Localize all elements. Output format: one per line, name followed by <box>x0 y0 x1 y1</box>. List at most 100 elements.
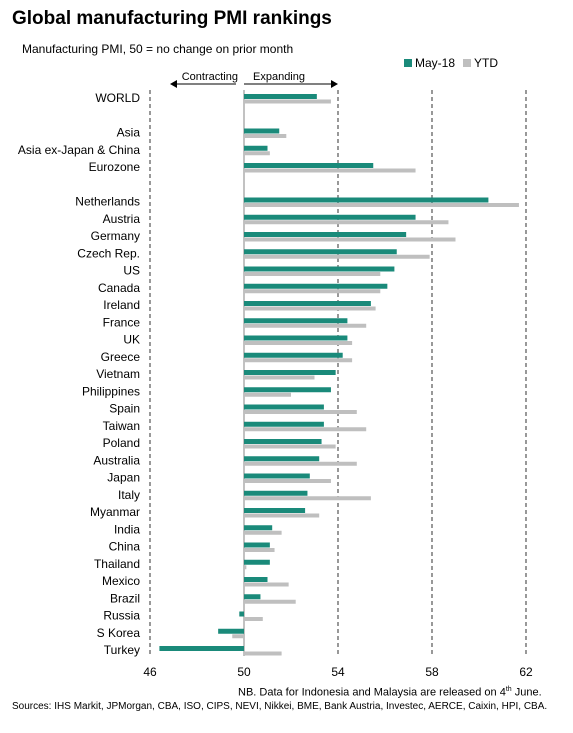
bar-ytd <box>244 306 376 311</box>
bar-ytd <box>244 134 287 138</box>
x-tick-label: 62 <box>519 665 533 679</box>
bar-may <box>159 646 244 651</box>
category-label: Ireland <box>103 298 140 312</box>
footnote: NB. Data for Indonesia and Malaysia are … <box>238 686 542 699</box>
legend-label-ytd: YTD <box>474 56 499 70</box>
bar-ytd <box>244 323 367 328</box>
footnote-sup: th <box>505 686 512 693</box>
bar-may <box>244 594 261 600</box>
bar-may <box>244 387 331 393</box>
bar-ytd <box>244 168 416 173</box>
category-label: Myanmar <box>90 505 140 519</box>
bar-may <box>244 508 306 513</box>
bar-may <box>244 542 270 548</box>
bar-ytd <box>244 358 353 363</box>
bar-may <box>244 128 280 134</box>
category-label: Netherlands <box>75 195 140 209</box>
category-label: France <box>103 315 141 329</box>
bar-may <box>239 611 244 617</box>
category-label: Japan <box>107 471 140 485</box>
bar-ytd <box>232 634 244 639</box>
category-label: Vietnam <box>96 367 140 381</box>
bar-may <box>218 628 244 634</box>
category-label: Brazil <box>110 591 140 605</box>
category-label: Asia ex-Japan & China <box>18 143 140 157</box>
bar-may <box>244 94 317 99</box>
bar-ytd <box>244 341 353 345</box>
bar-ytd <box>244 479 331 483</box>
category-label: UK <box>123 333 140 347</box>
category-label: Greece <box>101 350 141 364</box>
category-label: India <box>114 522 140 536</box>
bar-may <box>244 145 268 151</box>
bar-may <box>244 559 270 565</box>
bar-ytd <box>244 599 296 604</box>
bar-ytd <box>244 444 336 449</box>
category-label: Russia <box>103 609 140 623</box>
category-label: Eurozone <box>89 160 141 174</box>
footnote-text: NB. Data for Indonesia and Malaysia are … <box>238 686 506 699</box>
bar-ytd <box>244 427 367 432</box>
category-label: China <box>109 540 141 554</box>
bar-may <box>244 439 322 444</box>
bar-may <box>244 421 324 427</box>
footnote-suffix: June. <box>511 686 542 699</box>
contracting-label: Contracting <box>182 71 238 83</box>
bar-ytd <box>244 496 371 501</box>
category-label: Philippines <box>82 384 140 398</box>
legend-item-may: May-18 <box>404 56 455 70</box>
x-tick-label: 46 <box>143 665 157 679</box>
gridlines <box>149 90 527 656</box>
category-label: Turkey <box>104 643 140 657</box>
bar-may <box>244 577 268 582</box>
category-label: Czech Rep. <box>77 246 140 260</box>
category-label: S Korea <box>97 626 141 640</box>
bar-may <box>244 525 273 531</box>
bar-ytd <box>244 151 270 156</box>
arrow-right-head <box>331 80 338 88</box>
bar-ytd <box>244 375 315 380</box>
category-label: Italy <box>118 488 140 502</box>
bar-ytd <box>244 651 282 656</box>
bars <box>159 94 519 656</box>
bar-may <box>244 318 348 324</box>
bar-may <box>244 214 416 220</box>
chart-title: Global manufacturing PMI rankings <box>12 8 332 29</box>
category-label: WORLD <box>95 91 140 105</box>
bar-may <box>244 490 308 496</box>
bar-ytd <box>244 220 449 225</box>
bar-ytd <box>244 272 381 276</box>
bar-may <box>244 404 324 410</box>
bar-ytd <box>244 99 331 104</box>
bar-ytd <box>244 237 456 242</box>
category-label: Asia <box>117 126 141 140</box>
x-tick-labels: 46 50 54 58 62 <box>143 665 533 679</box>
chart-subtitle: Manufacturing PMI, 50 = no change on pri… <box>22 42 294 56</box>
expanding-label: Expanding <box>253 71 305 83</box>
bar-ytd <box>244 410 357 414</box>
bar-ytd <box>244 392 291 397</box>
category-label: Spain <box>109 402 140 416</box>
direction-arrows: Contracting Expanding <box>170 71 338 88</box>
bar-ytd <box>244 565 247 570</box>
bar-ytd <box>244 203 519 207</box>
category-label: US <box>123 264 140 278</box>
legend-swatch-may <box>404 59 412 67</box>
category-label: Poland <box>103 436 140 450</box>
bar-ytd <box>244 461 357 466</box>
arrow-left-head <box>170 80 177 88</box>
x-tick-label: 54 <box>331 665 345 679</box>
bar-ytd <box>244 530 282 535</box>
category-labels: WORLD Asia Asia ex-Japan & China Eurozone Ne… <box>18 91 140 657</box>
bar-may <box>244 335 348 341</box>
sources: Sources: IHS Markit, JPMorgan, CBA, ISO,… <box>12 701 548 712</box>
legend-label-may: May-18 <box>415 56 456 70</box>
category-label: Germany <box>91 229 140 243</box>
category-label: Thailand <box>94 557 140 571</box>
bar-ytd <box>244 289 381 294</box>
bar-may <box>244 197 489 203</box>
bar-may <box>244 370 336 375</box>
bar-ytd <box>244 617 263 621</box>
category-label: Taiwan <box>103 419 140 433</box>
